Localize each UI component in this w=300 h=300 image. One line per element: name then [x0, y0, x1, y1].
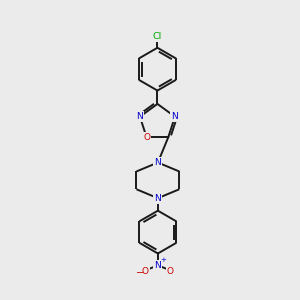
- Text: O: O: [167, 267, 174, 276]
- Text: N: N: [172, 112, 178, 121]
- Text: +: +: [160, 257, 166, 263]
- Text: Cl: Cl: [153, 32, 162, 41]
- Text: N: N: [154, 194, 161, 203]
- Text: O: O: [142, 267, 149, 276]
- Text: −: −: [136, 268, 144, 278]
- Text: O: O: [143, 133, 150, 142]
- Text: N: N: [136, 112, 143, 121]
- Text: N: N: [154, 158, 161, 167]
- Text: N: N: [154, 261, 161, 270]
